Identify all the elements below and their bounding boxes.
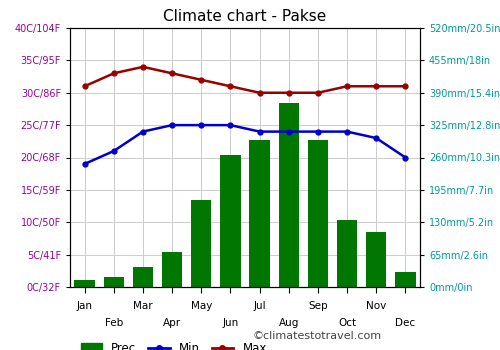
Bar <box>366 232 386 287</box>
Title: Climate chart - Pakse: Climate chart - Pakse <box>164 9 326 24</box>
Text: ©climatestotravel.com: ©climatestotravel.com <box>252 331 381 341</box>
Bar <box>278 103 299 287</box>
Bar <box>220 155 240 287</box>
Bar <box>250 140 270 287</box>
Legend: Prec, Min, Max: Prec, Min, Max <box>76 337 272 350</box>
Bar <box>308 140 328 287</box>
Text: Apr: Apr <box>163 317 181 328</box>
Bar <box>395 272 415 287</box>
Bar <box>74 280 95 287</box>
Bar <box>104 277 124 287</box>
Bar <box>191 200 212 287</box>
Text: May: May <box>190 301 212 311</box>
Text: Jun: Jun <box>222 317 238 328</box>
Text: Dec: Dec <box>396 317 415 328</box>
Bar <box>162 252 182 287</box>
Text: Aug: Aug <box>278 317 299 328</box>
Text: Mar: Mar <box>133 301 152 311</box>
Text: Oct: Oct <box>338 317 356 328</box>
Text: Jul: Jul <box>254 301 266 311</box>
Text: Nov: Nov <box>366 301 386 311</box>
Text: Sep: Sep <box>308 301 328 311</box>
Bar <box>337 220 357 287</box>
Text: Jan: Jan <box>76 301 92 311</box>
Text: Feb: Feb <box>104 317 123 328</box>
Bar <box>132 267 153 287</box>
